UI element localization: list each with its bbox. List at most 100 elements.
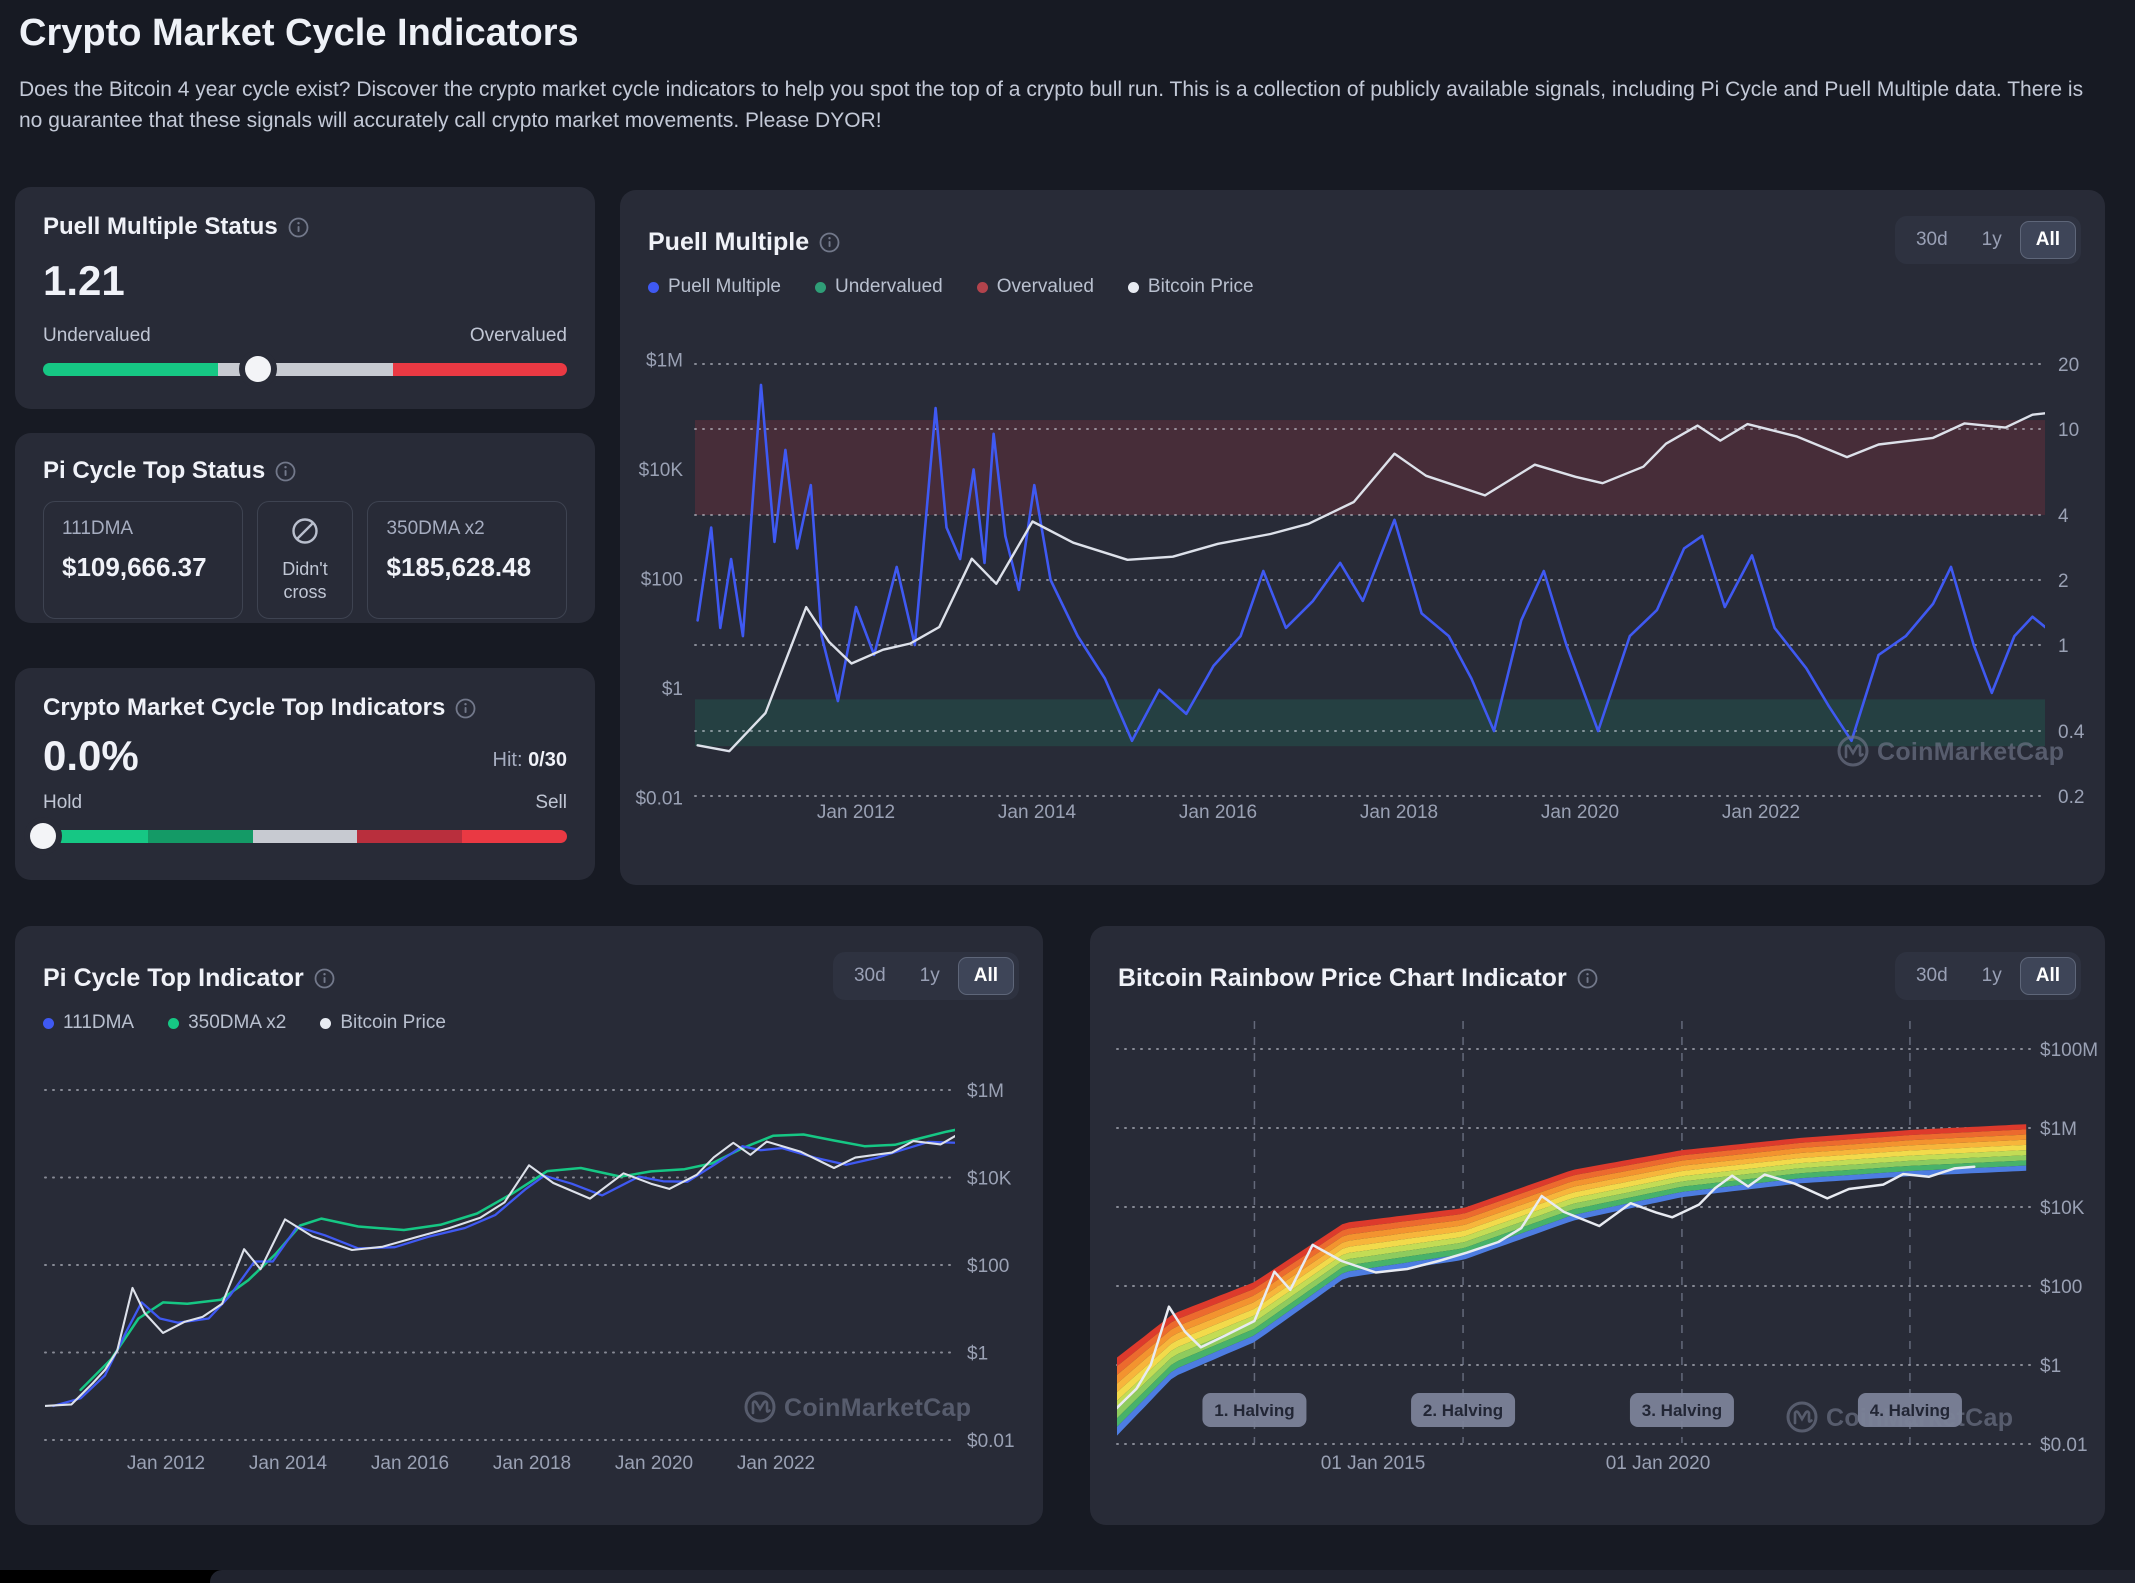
svg-text:$10K: $10K — [639, 460, 684, 481]
dma350-value: $185,628.48 — [386, 552, 548, 583]
svg-text:2. Halving: 2. Halving — [1423, 1401, 1503, 1420]
svg-text:0.2: 0.2 — [2058, 787, 2084, 808]
legend-label: Undervalued — [835, 276, 943, 298]
legend-dot-bitcoin-price — [320, 1018, 331, 1029]
dma350-stat-box: 350DMA x2 $185,628.48 — [367, 501, 567, 619]
panel-title: Bitcoin Rainbow Price Chart Indicator — [1118, 964, 1567, 993]
info-icon[interactable] — [819, 232, 840, 253]
range-button-30d[interactable]: 30d — [838, 957, 902, 995]
panel-title: Puell Multiple — [648, 228, 809, 257]
svg-text:$0.01: $0.01 — [2040, 1435, 2088, 1456]
svg-text:$0.01: $0.01 — [967, 1431, 1015, 1452]
svg-text:Jan 2012: Jan 2012 — [817, 802, 895, 823]
svg-text:Jan 2022: Jan 2022 — [1722, 802, 1800, 823]
puell-multiple-status-card: Puell Multiple Status 1.21 Undervalued O… — [15, 187, 595, 409]
panel-title: Pi Cycle Top Indicator — [43, 964, 304, 993]
info-icon[interactable] — [1577, 968, 1598, 989]
svg-text:$1M: $1M — [967, 1081, 1004, 1102]
didnt-cross-box: Didn't cross — [257, 501, 354, 619]
info-icon[interactable] — [455, 698, 476, 719]
cycle-top-slider[interactable] — [43, 822, 567, 850]
range-button-1y[interactable]: 1y — [1966, 221, 2018, 259]
legend-dot-111dma — [43, 1018, 54, 1029]
legend-dot-350dma — [168, 1018, 179, 1029]
pi-chart-legend: 111DMA 350DMA x2 Bitcoin Price — [43, 1012, 446, 1034]
card-title: Pi Cycle Top Status — [43, 457, 265, 485]
slider-right-label: Overvalued — [470, 325, 567, 347]
didnt-cross-line2: cross — [283, 581, 326, 604]
svg-text:10: 10 — [2058, 420, 2079, 441]
legend-label: 350DMA x2 — [188, 1012, 286, 1034]
svg-text:20: 20 — [2058, 355, 2079, 376]
svg-text:Jan 2012: Jan 2012 — [127, 1453, 205, 1474]
range-button-1y[interactable]: 1y — [1966, 957, 2018, 995]
bitcoin-rainbow-panel: $100M$1M$10K$100$1$0.0101 Jan 201501 Jan… — [1090, 926, 2105, 1525]
page-title: Crypto Market Cycle Indicators — [19, 12, 579, 55]
legend-item[interactable]: Bitcoin Price — [1128, 276, 1254, 298]
svg-text:Jan 2022: Jan 2022 — [737, 1453, 815, 1474]
hit-label: Hit: — [493, 749, 523, 771]
legend-item[interactable]: Undervalued — [815, 276, 943, 298]
svg-text:Jan 2016: Jan 2016 — [1179, 802, 1257, 823]
range-button-30d[interactable]: 30d — [1900, 221, 1964, 259]
info-icon[interactable] — [288, 217, 309, 238]
slider-track — [43, 830, 567, 843]
legend-dot-undervalued — [815, 282, 826, 293]
legend-label: Puell Multiple — [668, 276, 781, 298]
crypto-market-cycle-page: Crypto Market Cycle Indicators Does the … — [0, 0, 2135, 1583]
legend-label: Overvalued — [997, 276, 1094, 298]
slider-right-label: Sell — [535, 792, 567, 814]
range-button-1y[interactable]: 1y — [904, 957, 956, 995]
bitcoin-rainbow-chart[interactable]: $100M$1M$10K$100$1$0.0101 Jan 201501 Jan… — [1090, 926, 2105, 1525]
svg-text:$10K: $10K — [2040, 1198, 2085, 1219]
svg-text:01 Jan 2015: 01 Jan 2015 — [1321, 1453, 1426, 1474]
puell-multiple-value: 1.21 — [43, 257, 567, 305]
svg-text:1. Halving: 1. Halving — [1214, 1401, 1294, 1420]
svg-text:4: 4 — [2058, 506, 2069, 527]
legend-item[interactable]: Overvalued — [977, 276, 1094, 298]
range-button-all[interactable]: All — [958, 957, 1014, 995]
legend-item[interactable]: Puell Multiple — [648, 276, 781, 298]
slider-left-label: Hold — [43, 792, 82, 814]
legend-dot-bitcoin-price — [1128, 282, 1139, 293]
info-icon[interactable] — [314, 968, 335, 989]
svg-text:Jan 2020: Jan 2020 — [615, 1453, 693, 1474]
svg-text:$1M: $1M — [646, 351, 683, 372]
time-range-selector: 30d 1y All — [1895, 952, 2081, 1000]
svg-text:Jan 2016: Jan 2016 — [371, 1453, 449, 1474]
puell-status-slider[interactable] — [43, 355, 567, 383]
card-title: Puell Multiple Status — [43, 213, 278, 241]
time-range-selector: 30d 1y All — [1895, 216, 2081, 264]
time-range-selector: 30d 1y All — [833, 952, 1019, 1000]
pi-cycle-top-status-card: Pi Cycle Top Status 111DMA $109,666.37 D… — [15, 433, 595, 623]
didnt-cross-line1: Didn't — [282, 558, 327, 581]
hit-value: 0/30 — [528, 749, 567, 771]
page-description: Does the Bitcoin 4 year cycle exist? Dis… — [19, 74, 2104, 136]
svg-text:2: 2 — [2058, 571, 2069, 592]
svg-text:CoinMarketCap: CoinMarketCap — [1877, 738, 2064, 766]
legend-item[interactable]: Bitcoin Price — [320, 1012, 446, 1034]
range-button-30d[interactable]: 30d — [1900, 957, 1964, 995]
svg-text:Jan 2020: Jan 2020 — [1541, 802, 1619, 823]
legend-label: Bitcoin Price — [1148, 276, 1254, 298]
svg-text:$100: $100 — [2040, 1277, 2082, 1298]
cycle-top-indicators-card: Crypto Market Cycle Top Indicators 0.0% … — [15, 668, 595, 880]
hit-counter: Hit: 0/30 — [493, 749, 568, 780]
slider-track — [43, 363, 567, 376]
legend-dot-overvalued — [977, 282, 988, 293]
svg-text:4. Halving: 4. Halving — [1870, 1401, 1950, 1420]
slider-knob[interactable] — [30, 823, 56, 849]
range-button-all[interactable]: All — [2020, 221, 2076, 259]
dma111-value: $109,666.37 — [62, 552, 224, 583]
svg-text:$100: $100 — [967, 1256, 1009, 1277]
range-button-all[interactable]: All — [2020, 957, 2076, 995]
svg-text:3. Halving: 3. Halving — [1642, 1401, 1722, 1420]
info-icon[interactable] — [275, 461, 296, 482]
legend-item[interactable]: 350DMA x2 — [168, 1012, 286, 1034]
slider-knob[interactable] — [245, 356, 271, 382]
legend-dot-puell-multiple — [648, 282, 659, 293]
svg-text:Jan 2014: Jan 2014 — [998, 802, 1077, 823]
legend-item[interactable]: 111DMA — [43, 1012, 134, 1034]
card-title: Crypto Market Cycle Top Indicators — [43, 694, 445, 722]
svg-text:Jan 2014: Jan 2014 — [249, 1453, 328, 1474]
